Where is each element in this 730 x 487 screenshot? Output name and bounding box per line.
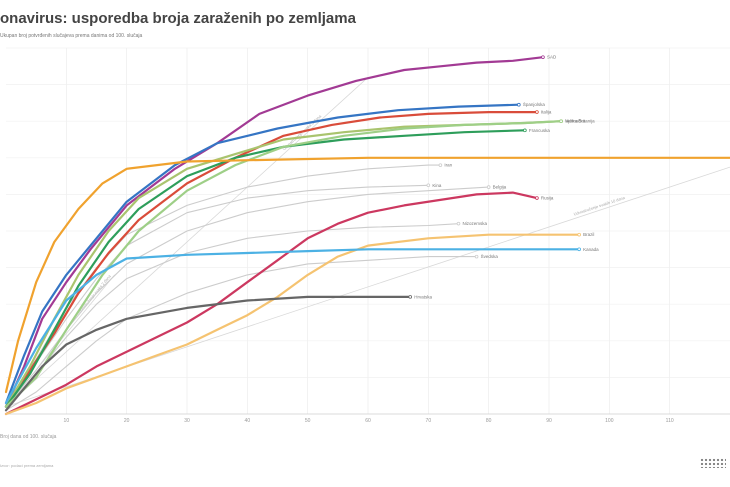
series-end-marker bbox=[559, 119, 563, 123]
series-end-marker bbox=[486, 185, 491, 189]
series-line bbox=[5, 223, 460, 408]
x-tick-label: 30 bbox=[184, 418, 190, 424]
x-axis-note: Broj dana od 100. slučaja bbox=[0, 434, 57, 440]
series-label: Rusija bbox=[541, 196, 554, 201]
series-end-marker bbox=[577, 232, 581, 237]
series-end-marker bbox=[541, 55, 545, 59]
series-end-marker bbox=[535, 196, 539, 200]
x-tick-label: 40 bbox=[245, 418, 251, 424]
series-label: Brazil bbox=[583, 232, 594, 237]
series-end-marker bbox=[517, 102, 521, 107]
series-end-marker bbox=[523, 128, 527, 133]
x-tick-label: 80 bbox=[486, 418, 492, 424]
series-label: Kina bbox=[432, 183, 442, 188]
series-line bbox=[5, 184, 429, 408]
series-label: SAD bbox=[547, 55, 557, 60]
series-label: Italija bbox=[541, 110, 552, 115]
series-line bbox=[5, 186, 490, 408]
series-end-marker bbox=[438, 163, 443, 167]
reference-line-label: Udvostručenje svakih 10 dana bbox=[573, 195, 626, 217]
x-tick-label: 90 bbox=[546, 418, 552, 424]
series-line bbox=[4, 191, 538, 416]
series-label: Španjolska bbox=[523, 101, 546, 107]
reference-line bbox=[5, 76, 369, 407]
x-tick-label: 100 bbox=[605, 418, 614, 424]
series-end-marker bbox=[535, 110, 539, 114]
series-end-marker bbox=[456, 221, 461, 226]
series-line bbox=[4, 56, 545, 408]
x-tick-label: 70 bbox=[426, 418, 432, 424]
series-end-marker bbox=[408, 295, 413, 299]
chart-subtitle: Ukupan broj potvrđenih slučajeva prema d… bbox=[0, 33, 143, 39]
reference-line-label: Udvostručenje svaka 2 dana bbox=[76, 273, 112, 316]
series-line bbox=[4, 120, 563, 408]
series-line bbox=[4, 233, 581, 416]
series-label: Velika Britanija bbox=[565, 119, 595, 124]
series-line bbox=[4, 111, 538, 408]
x-tick-label: 50 bbox=[305, 418, 311, 424]
chart-title: onavirus: usporedba broja zaraženih po z… bbox=[0, 10, 356, 27]
series-label: Njemačka bbox=[565, 119, 586, 124]
series-label: Nizozemska bbox=[463, 221, 488, 226]
series-line bbox=[5, 256, 478, 411]
series-line bbox=[4, 295, 412, 412]
series-end-marker bbox=[426, 183, 431, 188]
x-tick-label: 60 bbox=[365, 418, 371, 424]
brand-logo bbox=[700, 458, 726, 468]
x-tick-label: 110 bbox=[666, 418, 674, 424]
x-tick-label: 20 bbox=[124, 418, 130, 424]
series-label: Iran bbox=[444, 163, 452, 168]
series-line bbox=[4, 129, 526, 408]
series-label: Švedska bbox=[481, 253, 499, 259]
series-line bbox=[4, 103, 520, 405]
x-tick-label: 10 bbox=[64, 418, 70, 424]
source-note: Izvor: podaci prema zemljama bbox=[0, 463, 54, 468]
series-end-marker bbox=[577, 247, 581, 252]
series-label: Kanada bbox=[583, 247, 599, 252]
series-end-marker bbox=[474, 254, 479, 259]
series-label: Francuska bbox=[529, 128, 551, 133]
series-label: Belgija bbox=[493, 185, 507, 190]
series-line bbox=[4, 120, 563, 408]
series-line bbox=[4, 156, 730, 394]
series-line bbox=[4, 248, 581, 405]
series-label: Hrvatska bbox=[414, 294, 432, 299]
